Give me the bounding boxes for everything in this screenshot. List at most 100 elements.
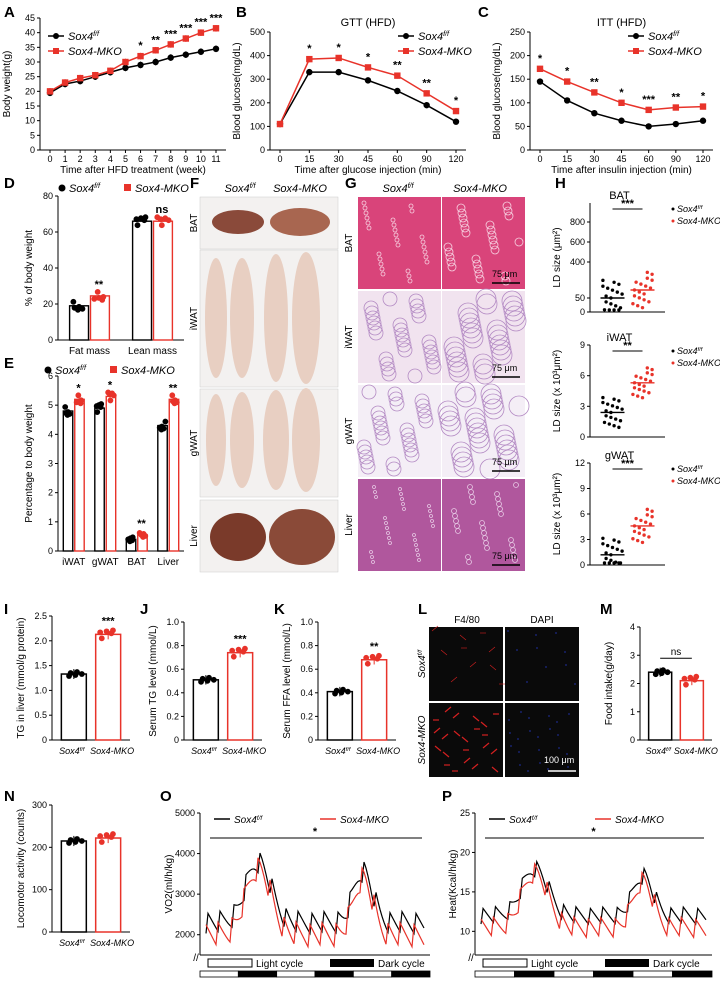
legend-marker-ko	[110, 366, 117, 373]
histology-cell	[400, 497, 404, 501]
dark-cycle-label: Dark cycle	[378, 959, 425, 970]
chart-A-x-tick-label: 7	[153, 154, 158, 164]
chart-C-y-label: Blood glucose(mg/dL)	[492, 42, 503, 139]
histology-cell	[455, 528, 461, 534]
chart-A-y-tick-label: 5	[30, 130, 35, 140]
L-col-label: DAPI	[530, 615, 553, 626]
chart-C-point	[563, 97, 571, 104]
chart-H2-dot	[645, 366, 649, 370]
chart-N-x-tick-label: Sox4f/f	[59, 938, 86, 948]
chart-H3-y-tick-label: 6	[580, 509, 585, 519]
chart-C-point	[699, 117, 707, 124]
chart-H1-y-tick-label: 50	[575, 293, 585, 303]
chart-H2-dot	[602, 420, 607, 425]
if-signal-red	[471, 763, 479, 770]
F-row-label: BAT	[189, 214, 200, 233]
chart-I-bar	[94, 633, 122, 741]
chart-H3-dot	[640, 540, 645, 545]
chart-B-point	[394, 72, 401, 79]
chart-B-point	[423, 101, 430, 109]
histology-cell	[505, 310, 527, 332]
chart-H3-dot	[614, 560, 618, 564]
histology-cell	[472, 259, 482, 269]
chart-E-x-tick-label: iWAT	[62, 557, 85, 568]
chart-H3-dot	[631, 537, 635, 541]
if-signal-blue	[518, 751, 520, 753]
legend-label-ko: Sox4-MKO	[677, 358, 720, 368]
chart-H2-dot	[610, 404, 615, 408]
light-cycle-label: Light cycle	[531, 959, 579, 970]
chart-H3-y-tick-label: 12	[575, 458, 585, 468]
legend-label-ko: Sox4-MKO	[121, 365, 175, 377]
histology-cell	[419, 234, 425, 240]
legend-marker-ctrl	[403, 33, 409, 39]
chart-I-y-tick-label: 0	[42, 735, 47, 745]
chart-H1-dot	[647, 300, 651, 304]
chart-M-dot	[681, 675, 688, 682]
chart-A-point	[212, 25, 220, 32]
chart-H2-dot	[639, 376, 643, 380]
chart-J-y-tick-label: 0.2	[166, 711, 179, 721]
chart-A-sig-label: ***	[194, 17, 208, 29]
F-col-label-ctrl: Sox4f/f	[224, 182, 256, 195]
chart-H2-dot	[606, 402, 610, 406]
chart-C-point	[645, 123, 652, 130]
chart-N-y-tick-label: 300	[32, 800, 47, 810]
chart-H1-y-tick-label: 400	[570, 257, 585, 267]
histology-cell	[381, 366, 397, 382]
chart-H1-dot	[636, 303, 640, 308]
chart-N-x-tick-label: Sox4-MKO	[90, 938, 134, 948]
chart-C-sig-label: *	[538, 53, 543, 65]
histology-cell	[474, 363, 496, 385]
histology-cell	[424, 259, 430, 265]
chart-A-y-tick-label: 0	[30, 145, 35, 155]
chart-P-series-line-1	[480, 861, 707, 940]
chart-E-x-tick-label: gWAT	[92, 557, 119, 568]
histology-cell	[365, 220, 371, 226]
chart-H2-dot	[615, 405, 619, 410]
chart-A-y-label: Body weight(g)	[2, 51, 13, 118]
histology-cell	[455, 386, 477, 408]
chart-O-y-label: VO2(ml/h/kg)	[164, 855, 175, 914]
chart-B-y-tick-label: 300	[250, 74, 265, 84]
cycle-bar-segment	[553, 970, 594, 978]
histology-cell	[491, 344, 513, 366]
histology-cell	[500, 271, 510, 281]
histology-cell	[469, 432, 491, 454]
histology-cell	[376, 251, 382, 257]
chart-H1-dot	[604, 300, 608, 304]
histology-cell	[400, 427, 416, 443]
chart-H2-dot	[612, 424, 616, 428]
chart-K-y-tick-label: 0	[308, 735, 313, 745]
tissue-bat-ko	[270, 208, 330, 236]
chart-J-bar	[192, 679, 220, 741]
histology-cell	[508, 395, 530, 417]
if-signal-blue	[519, 764, 521, 766]
chart-B-sig-label: *	[337, 42, 342, 54]
panel-label-A: A	[4, 4, 15, 21]
chart-C-x-tick-label: 90	[671, 154, 681, 164]
chart-M-dot	[660, 667, 667, 674]
histology-cell	[411, 308, 427, 324]
histology-cell	[386, 461, 402, 477]
chart-A-x-tick-label: 1	[63, 154, 68, 164]
if-image-dapi-ctrl	[505, 627, 579, 701]
histology-cell	[361, 384, 377, 400]
legend-label-ko: Sox4-MKO	[677, 216, 720, 226]
chart-H1-dot	[637, 296, 641, 300]
chart-B-sig-label: *	[454, 95, 459, 107]
legend-label-ctrl: Sox4f/f	[55, 364, 87, 377]
if-signal-red	[444, 706, 452, 713]
panel-label-D: D	[4, 175, 15, 192]
chart-J-dot	[210, 676, 217, 683]
chart-H2-dot	[650, 372, 654, 377]
histology-cell	[410, 303, 426, 319]
chart-H1-y-tick-label: 600	[570, 237, 585, 247]
chart-B-point	[452, 107, 460, 115]
chart-J-y-tick-label: 0.6	[166, 664, 179, 674]
chart-H2-dot	[631, 392, 635, 397]
chart-I-y-tick-label: 1.5	[34, 661, 47, 671]
chart-P-sig-label: *	[591, 826, 596, 838]
legend-label-ctrl: Sox4f/f	[677, 464, 704, 474]
histology-cell	[392, 227, 398, 233]
